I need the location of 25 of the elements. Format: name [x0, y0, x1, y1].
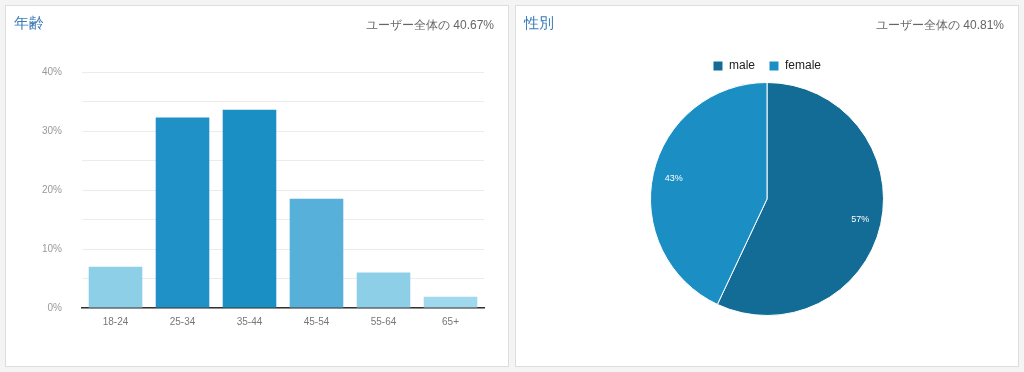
x-tick-label: 25-34	[169, 315, 196, 327]
chart-subtitle: ユーザー全体の 40.67%	[365, 17, 494, 34]
y-tick-label: 10%	[42, 242, 63, 254]
bar	[289, 198, 344, 308]
chart-title: 年齢	[14, 14, 44, 33]
x-tick-label: 55-64	[370, 315, 397, 327]
data-label: 43%	[664, 172, 683, 183]
bar	[155, 117, 210, 308]
data-label: 57%	[851, 214, 870, 225]
legend-label: female	[785, 58, 822, 73]
text: ユーザー全体の 40.81%	[875, 17, 1004, 34]
x-tick-label: 65+	[442, 315, 460, 327]
bar	[88, 266, 143, 308]
y-tick-label: 20%	[42, 183, 63, 195]
y-tick-label: 30%	[42, 124, 63, 136]
bar	[423, 296, 478, 308]
y-tick-label: 40%	[42, 65, 63, 77]
x-tick-label: 45-54	[303, 315, 330, 327]
legend-label: male	[728, 58, 756, 73]
bar	[222, 109, 277, 308]
chart-title: 性別	[524, 14, 554, 33]
bar	[356, 272, 411, 308]
y-tick-label: 0%	[47, 301, 63, 313]
x-tick-label: 18-24	[102, 315, 129, 327]
x-tick-label: 35-44	[236, 315, 263, 327]
